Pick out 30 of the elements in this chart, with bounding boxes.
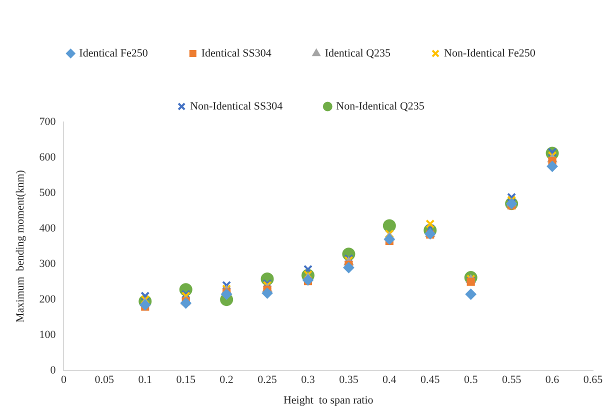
y-tick-label: 500 <box>39 186 56 199</box>
x-tick-label: 0.1 <box>138 374 152 386</box>
legend-label: Identical SS304 <box>201 47 272 60</box>
legend-label: Identical Fe250 <box>79 47 148 60</box>
y-tick-label: 0 <box>50 364 56 376</box>
x-tick-label: 0.35 <box>339 374 359 386</box>
y-tick-label: 700 <box>39 116 56 128</box>
y-tick-label: 100 <box>39 328 56 341</box>
legend-label: Non-Identical SS304 <box>190 100 284 112</box>
x-tick-label: 0.25 <box>258 374 278 386</box>
x-tick-label: 0.3 <box>301 374 316 386</box>
legend-label: Identical Q235 <box>324 47 392 60</box>
x-tick-label: 0.6 <box>545 374 560 386</box>
x-tick-label: 0.65 <box>583 374 604 386</box>
y-axis-title: Maximum bending moment(knm) <box>14 170 26 323</box>
y-tick-label: 200 <box>39 293 56 306</box>
x-tick-label: 0.45 <box>420 374 440 386</box>
y-tick-label: 400 <box>39 222 56 234</box>
x-tick-label: 0 <box>60 374 67 386</box>
x-tick-label: 0.15 <box>176 374 196 386</box>
x-tick-label: 0.5 <box>464 374 478 386</box>
legend-label: Non-Identical Q235 <box>336 100 425 112</box>
x-tick-label: 0.55 <box>502 374 522 386</box>
x-axis-title: Height to span ratio <box>283 394 374 406</box>
y-tick-label: 300 <box>39 258 56 270</box>
legend-label: Non-Identical Fe250 <box>444 47 536 60</box>
x-tick-label: 0.2 <box>220 374 234 386</box>
x-tick-label: 0.05 <box>94 374 115 386</box>
y-tick-label: 600 <box>39 151 56 164</box>
x-tick-label: 0.4 <box>382 374 397 386</box>
